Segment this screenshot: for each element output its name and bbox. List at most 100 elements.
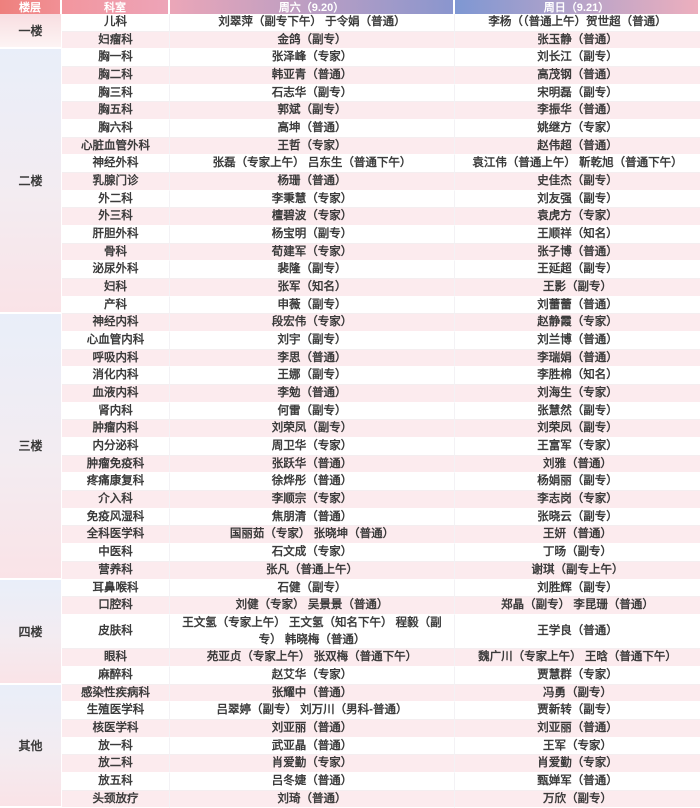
saturday-cell: 刘琦（普通） (170, 790, 455, 808)
saturday-cell: 刘健（专家） 吴景景（普通） (170, 597, 455, 615)
department-cell: 心脏血管外科 (62, 137, 170, 156)
sunday-cell: 谢琪（副专上午） (455, 561, 700, 580)
department-cell: 肾内科 (62, 402, 170, 421)
sunday-cell: 赵伟超（普通） (455, 137, 700, 156)
sunday-cell: 李瑞娟（普通） (455, 349, 700, 368)
department-cell: 外二科 (62, 190, 170, 209)
department-cell: 放一科 (62, 737, 170, 756)
saturday-cell: 段宏伟（专家） (170, 314, 455, 333)
department-cell: 心血管内科 (62, 332, 170, 350)
sunday-cell: 王富军（专家） (455, 438, 700, 456)
saturday-cell: 李勉（普通） (170, 385, 455, 403)
department-cell: 全科医学科 (62, 526, 170, 545)
saturday-cell: 刘亚丽（普通） (170, 719, 455, 738)
department-cell: 眼科 (62, 649, 170, 667)
saturday-cell: 武亚晶（普通） (170, 737, 455, 756)
saturday-cell: 荀建军（专家） (170, 243, 455, 262)
department-cell: 乳腺门诊 (62, 173, 170, 191)
sunday-cell: 刘长江（副专） (455, 49, 700, 68)
department-cell: 放五科 (62, 772, 170, 791)
sunday-cell: 杨娟丽（副专） (455, 473, 700, 492)
sunday-cell: 姚继方（专家） (455, 120, 700, 138)
sunday-cell: 贾新转（副专） (455, 702, 700, 720)
sunday-cell: 丁旸（副专） (455, 544, 700, 562)
sunday-cell: 李振华（普通） (455, 102, 700, 121)
sunday-cell: 张子博（普通） (455, 243, 700, 262)
floor-label: 其他 (0, 684, 62, 808)
saturday-cell: 徐烨彤（普通） (170, 473, 455, 492)
department-cell: 外三科 (62, 208, 170, 227)
department-cell: 胸五科 (62, 102, 170, 121)
saturday-cell: 张泽峰（专家） (170, 49, 455, 68)
department-cell: 介入科 (62, 491, 170, 509)
sunday-cell: 王顺祥（知名） (455, 226, 700, 244)
sunday-cell: 刘雅（普通） (455, 455, 700, 474)
sunday-cell: 王军（专家） (455, 737, 700, 756)
saturday-cell: 赵艾华（专家） (170, 666, 455, 685)
saturday-cell: 肖爱勤（专家） (170, 755, 455, 773)
sunday-cell: 刘友强（副专） (455, 190, 700, 209)
floor-label: 一楼 (0, 14, 62, 50)
saturday-cell: 张跃华（普通） (170, 455, 455, 474)
department-cell: 泌尿外科 (62, 261, 170, 280)
floor-label: 三楼 (0, 314, 62, 580)
department-cell: 肿瘤免疫科 (62, 455, 170, 474)
saturday-cell: 苑亚贞（专家上午） 张双梅（普通下午） (170, 649, 455, 667)
department-cell: 内分泌科 (62, 438, 170, 456)
department-cell: 胸六科 (62, 120, 170, 138)
department-cell: 核医学科 (62, 719, 170, 738)
sunday-cell: 刘海生（专家） (455, 385, 700, 403)
saturday-cell: 吕翠婷（副专） 刘万川（男科-普通） (170, 702, 455, 720)
department-cell: 肿瘤内科 (62, 420, 170, 439)
department-cell: 麻醉科 (62, 666, 170, 685)
header-saturday: 周六（9.20） (170, 0, 455, 14)
sunday-cell: 甄婵军（普通） (455, 772, 700, 791)
saturday-cell: 何雷（副专） (170, 402, 455, 421)
floor-label: 二楼 (0, 49, 62, 315)
saturday-cell: 王娜（副专） (170, 367, 455, 386)
saturday-cell: 杨珊（普通） (170, 173, 455, 191)
saturday-cell: 裴隆（副专） (170, 261, 455, 280)
saturday-cell: 郭斌（副专） (170, 102, 455, 121)
saturday-cell: 李秉慧（专家） (170, 190, 455, 209)
saturday-cell: 张军（知名） (170, 279, 455, 297)
department-cell: 神经外科 (62, 155, 170, 174)
saturday-cell: 刘翠萍（副专下午） 于令娟（普通） (170, 14, 455, 32)
department-cell: 产科 (62, 296, 170, 315)
sunday-cell: 刘亚丽（普通） (455, 719, 700, 738)
saturday-cell: 石文成（专家） (170, 544, 455, 562)
saturday-cell: 张耀中（普通） (170, 684, 455, 703)
department-cell: 感染性疾病科 (62, 684, 170, 703)
saturday-cell: 焦朋清（普通） (170, 508, 455, 527)
department-cell: 疼痛康复科 (62, 473, 170, 492)
saturday-cell: 张磊（专家上午） 吕东生（普通下午） (170, 155, 455, 174)
sunday-cell: 王延超（副专） (455, 261, 700, 280)
sunday-cell: 万欣（副专） (455, 790, 700, 808)
saturday-cell: 金鸽（副专） (170, 31, 455, 50)
header-department: 科室 (62, 0, 170, 14)
sunday-cell: 冯勇（副专） (455, 684, 700, 703)
department-cell: 口腔科 (62, 597, 170, 615)
saturday-cell: 石健（副专） (170, 579, 455, 598)
sunday-cell: 袁虎方（专家） (455, 208, 700, 227)
header-floor: 楼层 (0, 0, 62, 14)
saturday-cell: 王文氢（专家上午） 王文氢（知名下午） 程毅（副专） 韩晓梅（普通） (170, 614, 455, 650)
sunday-cell: 张晓云（副专） (455, 508, 700, 527)
sunday-cell: 张玉静（普通） (455, 31, 700, 50)
department-cell: 皮肤科 (62, 614, 170, 650)
sunday-cell: 袁江伟（普通上午） 靳乾旭（普通下午） (455, 155, 700, 174)
saturday-cell: 张凡（普通上午） (170, 561, 455, 580)
saturday-cell: 王哲（专家） (170, 137, 455, 156)
sunday-cell: 刘荣凤（副专） (455, 420, 700, 439)
sunday-cell: 史佳杰（副专） (455, 173, 700, 191)
department-cell: 妇科 (62, 279, 170, 297)
department-cell: 营养科 (62, 561, 170, 580)
saturday-cell: 刘宇（副专） (170, 332, 455, 350)
sunday-cell: 李胜棉（知名） (455, 367, 700, 386)
sunday-cell: 刘兰博（普通） (455, 332, 700, 350)
saturday-cell: 石志华（副专） (170, 84, 455, 103)
sunday-cell: 魏广川（专家上午） 王晗（普通下午） (455, 649, 700, 667)
department-cell: 儿科 (62, 14, 170, 32)
department-cell: 消化内科 (62, 367, 170, 386)
